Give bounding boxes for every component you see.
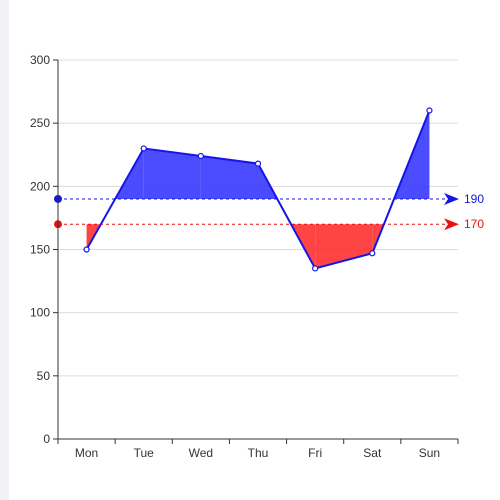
y-tick-label: 250 — [30, 116, 50, 130]
y-tick-label: 100 — [30, 306, 50, 320]
x-tick-label: Sat — [363, 446, 382, 460]
threshold-area-segment — [200, 156, 258, 199]
data-point — [254, 160, 262, 167]
threshold-area-segment — [143, 148, 201, 199]
y-tick-label: 200 — [30, 179, 50, 193]
x-tick-label: Mon — [75, 446, 98, 460]
y-tick-label: 0 — [43, 432, 50, 446]
data-point — [426, 107, 433, 114]
data-point — [83, 246, 90, 253]
axes: 0 50 100 150 200 250 300 Mon Tue Wed Thu Fri Sat Sun — [30, 53, 459, 460]
x-tick-label: Fri — [308, 446, 322, 460]
x-tick-label: Tue — [134, 446, 155, 460]
y-tick-label: 150 — [30, 243, 50, 257]
data-point — [197, 152, 204, 160]
x-tick-label: Wed — [189, 446, 213, 460]
mark-line-label: 170 — [464, 217, 484, 231]
gridlines — [58, 59, 458, 377]
x-tick-label: Thu — [248, 446, 269, 460]
x-tick-label: Sun — [419, 446, 440, 460]
data-point — [312, 265, 319, 272]
left-edge-strip — [0, 0, 9, 500]
data-point — [369, 250, 376, 257]
data-point — [140, 145, 147, 152]
mark-line-arrow — [444, 218, 459, 231]
series — [83, 107, 433, 272]
mark-line-arrow — [444, 192, 459, 205]
threshold-areas — [86, 110, 430, 269]
y-tick-label: 50 — [37, 369, 51, 383]
mark-lines: 190 170 — [54, 192, 484, 231]
mark-line-label: 190 — [464, 192, 484, 206]
y-tick-label: 300 — [30, 53, 50, 67]
threshold-area-segment — [315, 224, 373, 269]
